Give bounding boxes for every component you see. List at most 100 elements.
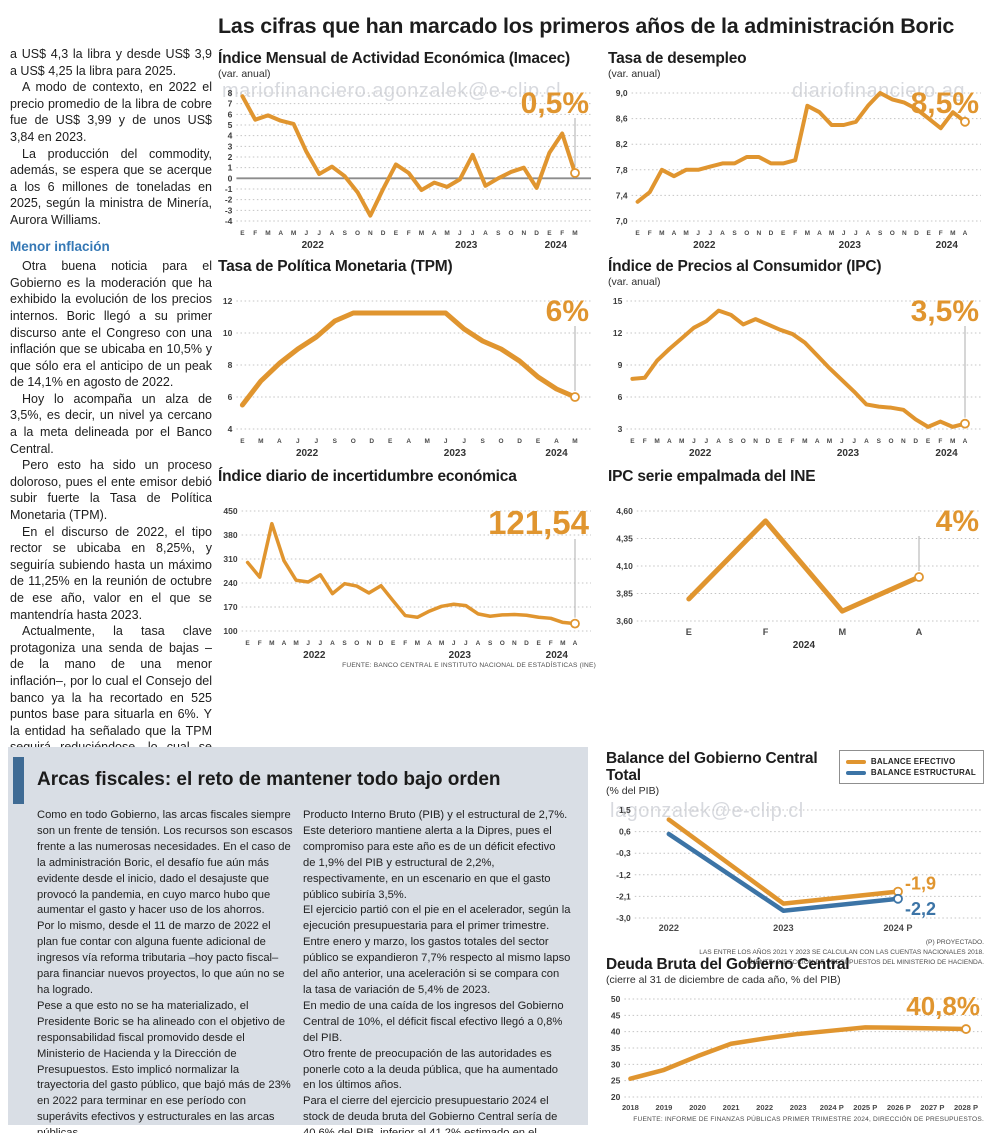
svg-text:3,85: 3,85 <box>616 589 633 599</box>
chart-source: FUENTE: INFORME DE FINANZAS PÚBLICAS PRI… <box>633 1116 984 1123</box>
svg-text:E: E <box>926 230 931 237</box>
svg-text:O: O <box>890 230 895 237</box>
svg-text:A: A <box>815 438 820 445</box>
svg-text:D: D <box>379 640 384 647</box>
svg-text:170: 170 <box>223 602 237 612</box>
svg-text:A: A <box>916 627 923 637</box>
panel-paragraph: Otro frente de preocupación de las autor… <box>303 1047 559 1092</box>
svg-text:S: S <box>488 640 493 647</box>
chart-title: Índice diario de incertidumbre económica <box>218 468 517 485</box>
svg-text:1,5: 1,5 <box>619 805 631 815</box>
svg-text:E: E <box>536 438 541 445</box>
svg-text:O: O <box>744 230 749 237</box>
chart-balance: Balance del Gobierno Central Total (% de… <box>606 750 984 969</box>
svg-text:2023: 2023 <box>837 448 860 459</box>
svg-text:S: S <box>342 640 347 647</box>
svg-text:4: 4 <box>228 424 233 434</box>
svg-text:J: J <box>852 438 856 445</box>
svg-text:A: A <box>554 438 559 445</box>
svg-text:2024: 2024 <box>936 240 959 251</box>
svg-text:M: M <box>838 627 846 637</box>
chart-imacec: Índice Mensual de Actividad Económica (I… <box>218 50 596 251</box>
svg-text:M: M <box>560 640 565 647</box>
panel-paragraph: Producto Interno Bruto (PIB) y el estruc… <box>303 809 568 901</box>
svg-text:M: M <box>659 230 664 237</box>
svg-text:-0,3: -0,3 <box>616 848 631 858</box>
svg-text:2019: 2019 <box>656 1103 673 1112</box>
svg-text:M: M <box>827 438 832 445</box>
chart-subtitle <box>608 486 986 499</box>
svg-text:D: D <box>381 230 386 237</box>
svg-text:J: J <box>317 230 321 237</box>
svg-text:D: D <box>914 230 919 237</box>
svg-text:M: M <box>829 230 834 237</box>
svg-text:2026 P: 2026 P <box>887 1103 911 1112</box>
chart-subtitle: (% del PIB) <box>606 785 660 797</box>
svg-text:1: 1 <box>228 163 233 173</box>
svg-text:A: A <box>282 640 287 647</box>
svg-text:2023: 2023 <box>839 240 862 251</box>
svg-text:6: 6 <box>618 392 623 402</box>
svg-text:20: 20 <box>611 1092 621 1102</box>
chart-title: Deuda Bruta del Gobierno Central <box>606 956 850 973</box>
svg-text:2027 P: 2027 P <box>920 1103 944 1112</box>
svg-text:S: S <box>878 230 883 237</box>
svg-text:E: E <box>388 438 393 445</box>
svg-text:2024: 2024 <box>545 448 568 459</box>
svg-text:240: 240 <box>223 578 237 588</box>
svg-text:0,6: 0,6 <box>619 827 631 837</box>
svg-text:25: 25 <box>611 1076 621 1086</box>
svg-text:J: J <box>458 230 462 237</box>
svg-text:2024 P: 2024 P <box>883 923 912 933</box>
article-paragraph: Hoy lo acompaña un alza de 3,5%, es deci… <box>10 391 212 456</box>
legend-swatch-efectivo <box>845 759 866 764</box>
svg-text:7,0: 7,0 <box>616 216 628 226</box>
legend-label: BALANCE ESTRUCTURAL <box>870 768 976 777</box>
svg-text:2022: 2022 <box>303 650 326 661</box>
balance-line-chart: 1,5 0,6 -0,3 -1,2 -2,1 -3,0 2022 2023 2024 P -1,9… <box>616 805 982 933</box>
svg-text:2023: 2023 <box>449 650 472 661</box>
svg-text:7,4: 7,4 <box>616 190 628 200</box>
svg-text:E: E <box>240 230 245 237</box>
svg-text:E: E <box>394 230 399 237</box>
svg-text:E: E <box>926 438 931 445</box>
svg-text:A: A <box>278 230 283 237</box>
svg-text:A: A <box>817 230 822 237</box>
article-paragraph: a US$ 4,3 la libra y desde US$ 3,9 a US$… <box>10 47 212 78</box>
svg-text:8: 8 <box>228 360 233 370</box>
svg-text:2024: 2024 <box>545 240 568 251</box>
chart-subtitle: (var. anual) <box>218 68 271 80</box>
svg-text:2023: 2023 <box>773 923 793 933</box>
svg-text:J: J <box>462 438 466 445</box>
article-paragraph: Otra buena noticia para el Gobierno es l… <box>10 259 212 390</box>
svg-text:N: N <box>757 230 762 237</box>
svg-text:A: A <box>432 230 437 237</box>
svg-text:D: D <box>534 230 539 237</box>
svg-text:-2,2: -2,2 <box>905 899 936 919</box>
panel-paragraph: Por lo mismo, desde el 11 de marzo de 20… <box>37 920 285 996</box>
svg-text:12: 12 <box>613 328 623 338</box>
chart-incertidumbre: Índice diario de incertidumbre económica… <box>218 468 596 669</box>
svg-text:8,6: 8,6 <box>616 114 628 124</box>
svg-text:3,60: 3,60 <box>616 616 633 626</box>
svg-text:2022: 2022 <box>756 1103 773 1112</box>
left-article-column: a US$ 4,3 la libra y desde US$ 3,9 a US$… <box>10 46 212 839</box>
article-paragraph: La producción del commodity, además, se … <box>10 146 212 227</box>
svg-text:J: J <box>692 438 696 445</box>
svg-text:M: M <box>683 230 688 237</box>
svg-text:3: 3 <box>228 141 233 151</box>
svg-text:M: M <box>419 230 424 237</box>
svg-text:O: O <box>351 438 356 445</box>
svg-text:E: E <box>778 438 783 445</box>
svg-text:N: N <box>367 640 372 647</box>
svg-text:9,0: 9,0 <box>616 88 628 98</box>
svg-text:2022: 2022 <box>296 448 319 459</box>
svg-text:A: A <box>963 230 968 237</box>
svg-text:M: M <box>444 230 449 237</box>
svg-text:D: D <box>517 438 522 445</box>
svg-text:M: M <box>424 438 429 445</box>
svg-text:F: F <box>763 627 769 637</box>
svg-text:J: J <box>704 438 708 445</box>
